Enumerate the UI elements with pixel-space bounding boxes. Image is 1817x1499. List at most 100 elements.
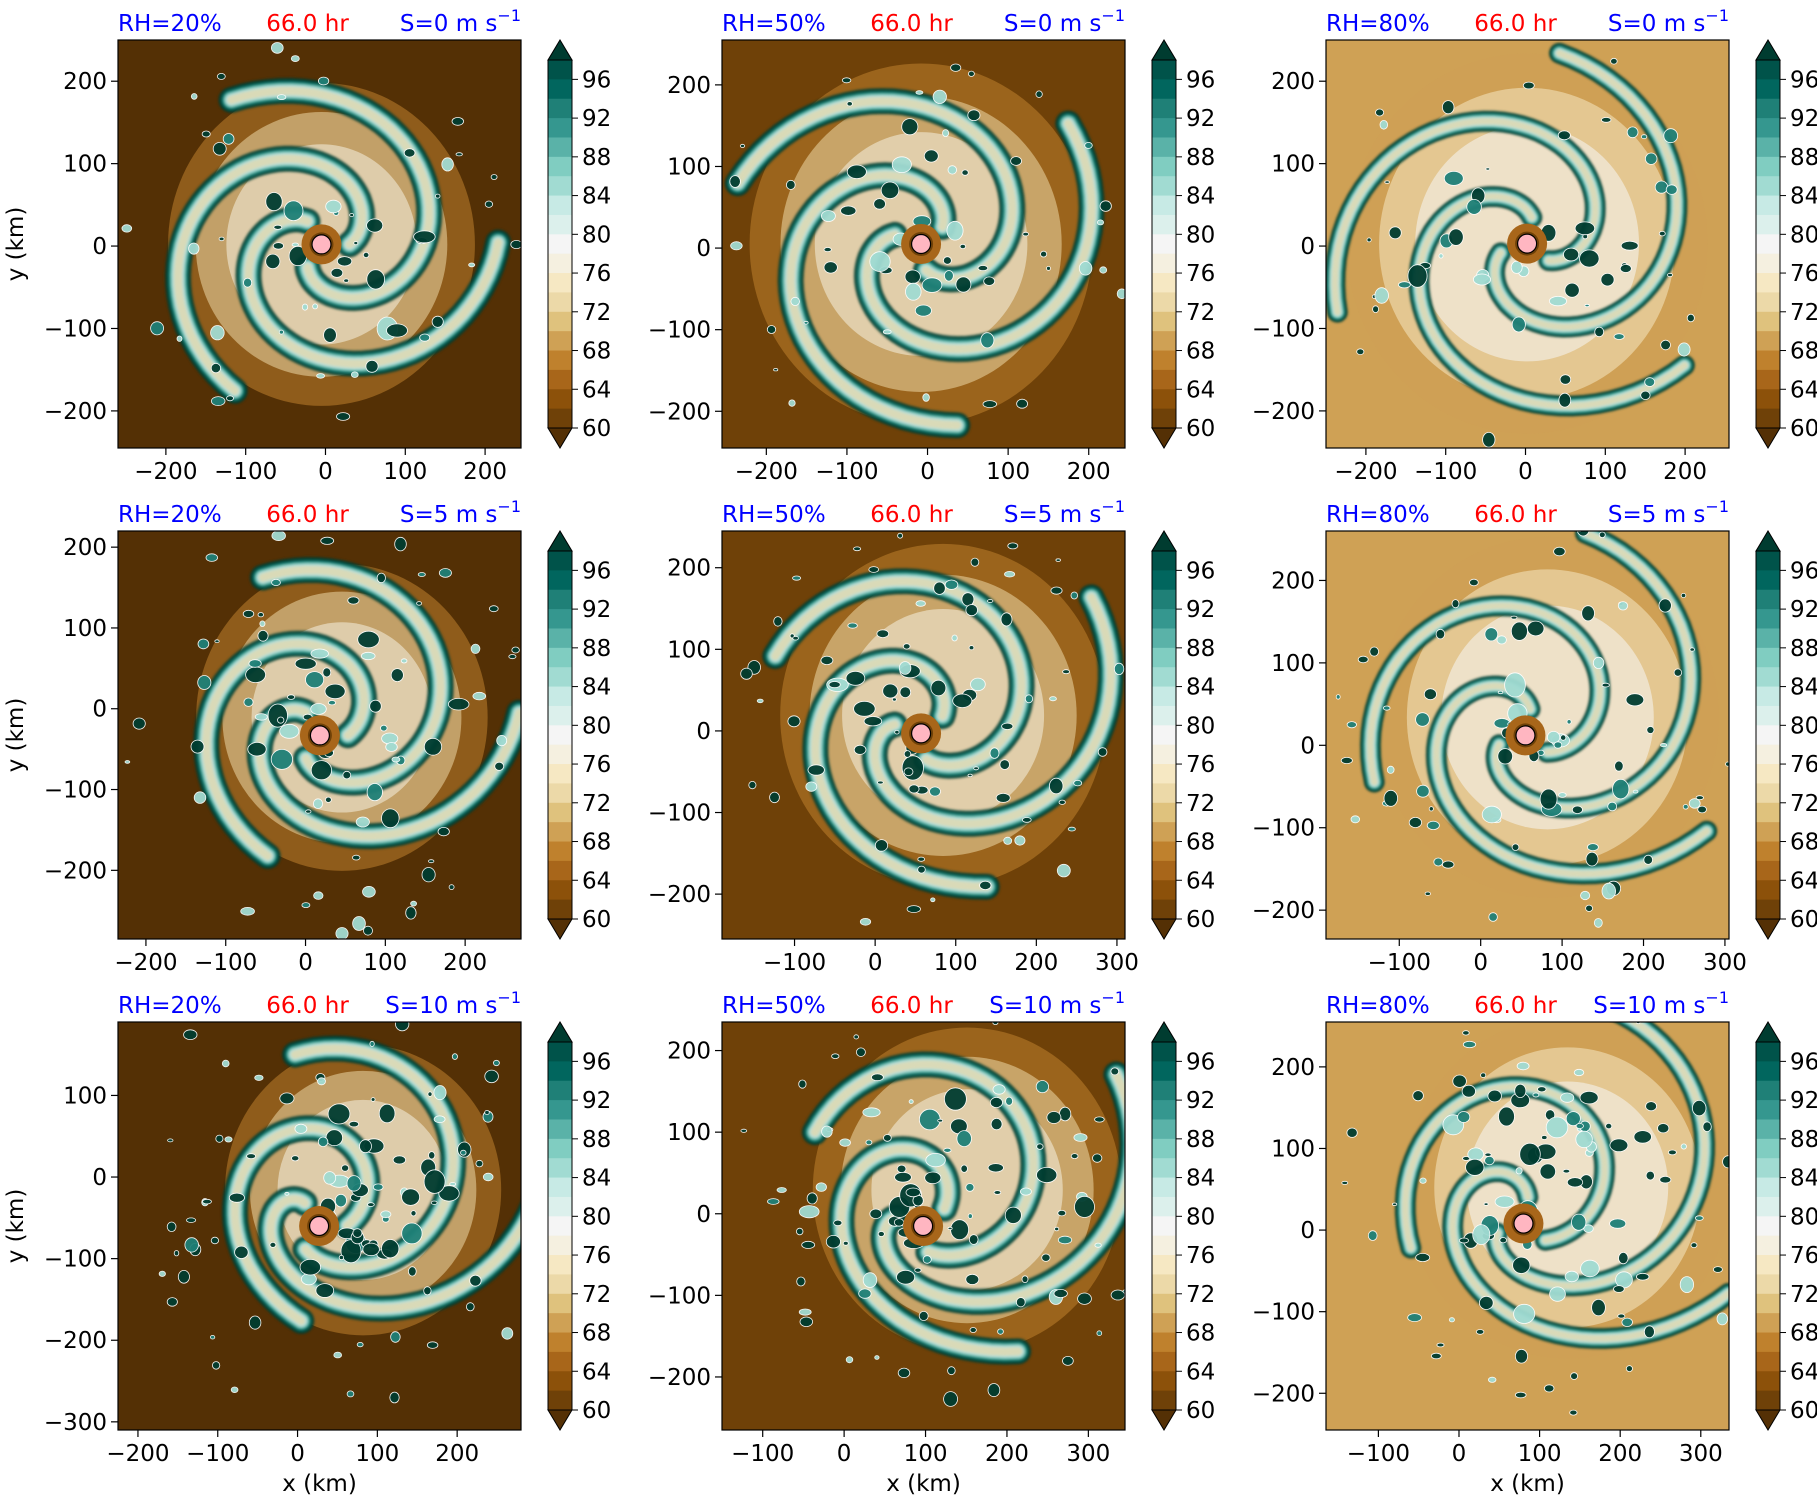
colorbar-tick-label: 92 (1790, 106, 1817, 132)
y-tick-label: 0 (92, 234, 107, 260)
colorbar-tick-label: 96 (1790, 67, 1817, 93)
plot-frame (721, 1021, 1126, 1431)
x-tick-label: 200 (435, 1441, 479, 1467)
colorbar-tick-label: 96 (582, 67, 611, 93)
y-tick-label: 0 (92, 1165, 107, 1191)
colorbar-tick-label: 88 (582, 636, 611, 662)
y-axis-label: y (km) (3, 698, 29, 773)
y-tick-label: −200 (44, 858, 107, 884)
x-axis-label: x (km) (886, 1471, 961, 1497)
colorbar-tick-label: 64 (1186, 868, 1215, 894)
x-tick-label: 200 (1663, 459, 1707, 485)
plot-frame (117, 39, 522, 449)
rh-label: RH=20% (118, 993, 222, 1019)
humidity-field (118, 531, 521, 939)
y-tick-label: −100 (44, 316, 107, 342)
colorbar-tick-label: 88 (1186, 145, 1215, 171)
colorbar-tick-label: 96 (1186, 1049, 1215, 1075)
y-tick-label: −200 (44, 399, 107, 425)
x-tick-label: 0 (290, 1441, 305, 1467)
y-tick-label: 0 (1300, 234, 1315, 260)
time-label: 66.0 hr (266, 993, 349, 1019)
storm-center-marker (309, 1215, 330, 1237)
time-label: 66.0 hr (1474, 993, 1557, 1019)
x-tick-label: −100 (214, 459, 277, 485)
colorbar-tick-label: 76 (582, 752, 611, 778)
x-tick-label: −200 (106, 1441, 169, 1467)
shear-label: S=0 m s−1 (1608, 6, 1729, 37)
storm-center-marker (910, 233, 932, 255)
y-tick-label: −100 (1252, 816, 1315, 842)
x-tick-label: 200 (1598, 1441, 1642, 1467)
colorbar-tick-label: 68 (1186, 339, 1215, 365)
x-tick-label: 100 (934, 950, 978, 976)
y-tick-label: −100 (648, 318, 711, 344)
panel-1-2: −200 −100 0 100 200 −200 −100 0 100 200 RH=50% 66.0… (648, 6, 1215, 485)
shear-unit-exponent: −1 (1705, 497, 1729, 516)
y-tick-label: −200 (648, 399, 711, 425)
shear-unit-exponent: −1 (1705, 988, 1729, 1007)
colorbar-tick-label: 68 (582, 339, 611, 365)
colorbar-tick-label: 80 (1186, 222, 1215, 248)
shear-label: S=0 m s−1 (400, 6, 521, 37)
x-tick-label: 100 (363, 950, 407, 976)
x-tick-label: −100 (186, 1441, 249, 1467)
colorbar-tick-label: 92 (582, 1088, 611, 1114)
colorbar-tick-label: 80 (582, 1204, 611, 1230)
x-tick-label: −100 (1347, 1441, 1410, 1467)
colorbar-tick-label: 92 (1790, 1088, 1817, 1114)
y-tick-label: −200 (1252, 1381, 1315, 1407)
colorbar-tick-label: 96 (1790, 1049, 1817, 1075)
shear-unit-exponent: −1 (1101, 6, 1125, 25)
y-tick-label: −100 (648, 801, 711, 827)
colorbar-tick-label: 72 (582, 300, 611, 326)
colorbar-tick-label: 72 (1790, 1282, 1817, 1308)
colorbar-tick-label: 64 (582, 868, 611, 894)
time-label: 66.0 hr (1474, 11, 1557, 37)
humidity-field (118, 1022, 521, 1430)
colorbar-tick-label: 88 (582, 1127, 611, 1153)
panel-2-3: −100 0 100 200 300 −200 −100 0 100 200 RH=80% 66.0 … (1252, 497, 1817, 976)
colorbar-tick-label: 72 (1186, 1282, 1215, 1308)
rh-label: RH=20% (118, 11, 222, 37)
colorbar-tick-label: 64 (1790, 1359, 1817, 1385)
colorbar-tick-label: 60 (1186, 416, 1215, 442)
y-tick-label: 200 (1271, 568, 1315, 594)
colorbar-tick-label: 64 (1186, 377, 1215, 403)
colorbar-tick-label: 72 (582, 1282, 611, 1308)
y-tick-label: 100 (1271, 152, 1315, 178)
colorbar-tick-label: 76 (1186, 261, 1215, 287)
time-label: 66.0 hr (266, 11, 349, 37)
colorbar-tick-label: 76 (1790, 752, 1817, 778)
colorbar-tick-label: 84 (1790, 184, 1817, 210)
rh-label: RH=80% (1326, 993, 1430, 1019)
shear-label: S=10 m s−1 (1593, 988, 1729, 1019)
plot-frame (1325, 1021, 1730, 1431)
x-tick-label: 100 (1518, 1441, 1562, 1467)
colorbar: 60 64 68 72 76 80 84 88 92 96 (1151, 1021, 1215, 1431)
y-tick-label: 200 (63, 535, 107, 561)
x-tick-label: −200 (1334, 459, 1397, 485)
colorbar-tick-label: 72 (1790, 791, 1817, 817)
time-label: 66.0 hr (870, 502, 953, 528)
colorbar-tick-label: 60 (1186, 907, 1215, 933)
storm-center-marker (912, 1215, 934, 1237)
y-tick-label: 0 (696, 236, 711, 262)
colorbar-tick-label: 76 (1186, 1243, 1215, 1269)
shear-label: S=10 m s−1 (989, 988, 1125, 1019)
colorbar-tick-label: 60 (1186, 1398, 1215, 1424)
shear-unit-exponent: −1 (497, 6, 521, 25)
colorbar-tick-label: 92 (582, 597, 611, 623)
colorbar-tick-label: 68 (1790, 339, 1817, 365)
colorbar-tick-label: 80 (582, 713, 611, 739)
x-axis-label: x (km) (1490, 1471, 1565, 1497)
humidity-field (722, 531, 1125, 939)
time-label: 66.0 hr (870, 11, 953, 37)
colorbar-tick-label: 68 (1186, 1321, 1215, 1347)
x-axis-label: x (km) (282, 1471, 357, 1497)
x-tick-label: −100 (731, 1441, 794, 1467)
colorbar-tick-label: 84 (582, 675, 611, 701)
y-axis-label: y (km) (3, 207, 29, 282)
colorbar-tick-label: 84 (1186, 675, 1215, 701)
colorbar-tick-label: 64 (1790, 868, 1817, 894)
